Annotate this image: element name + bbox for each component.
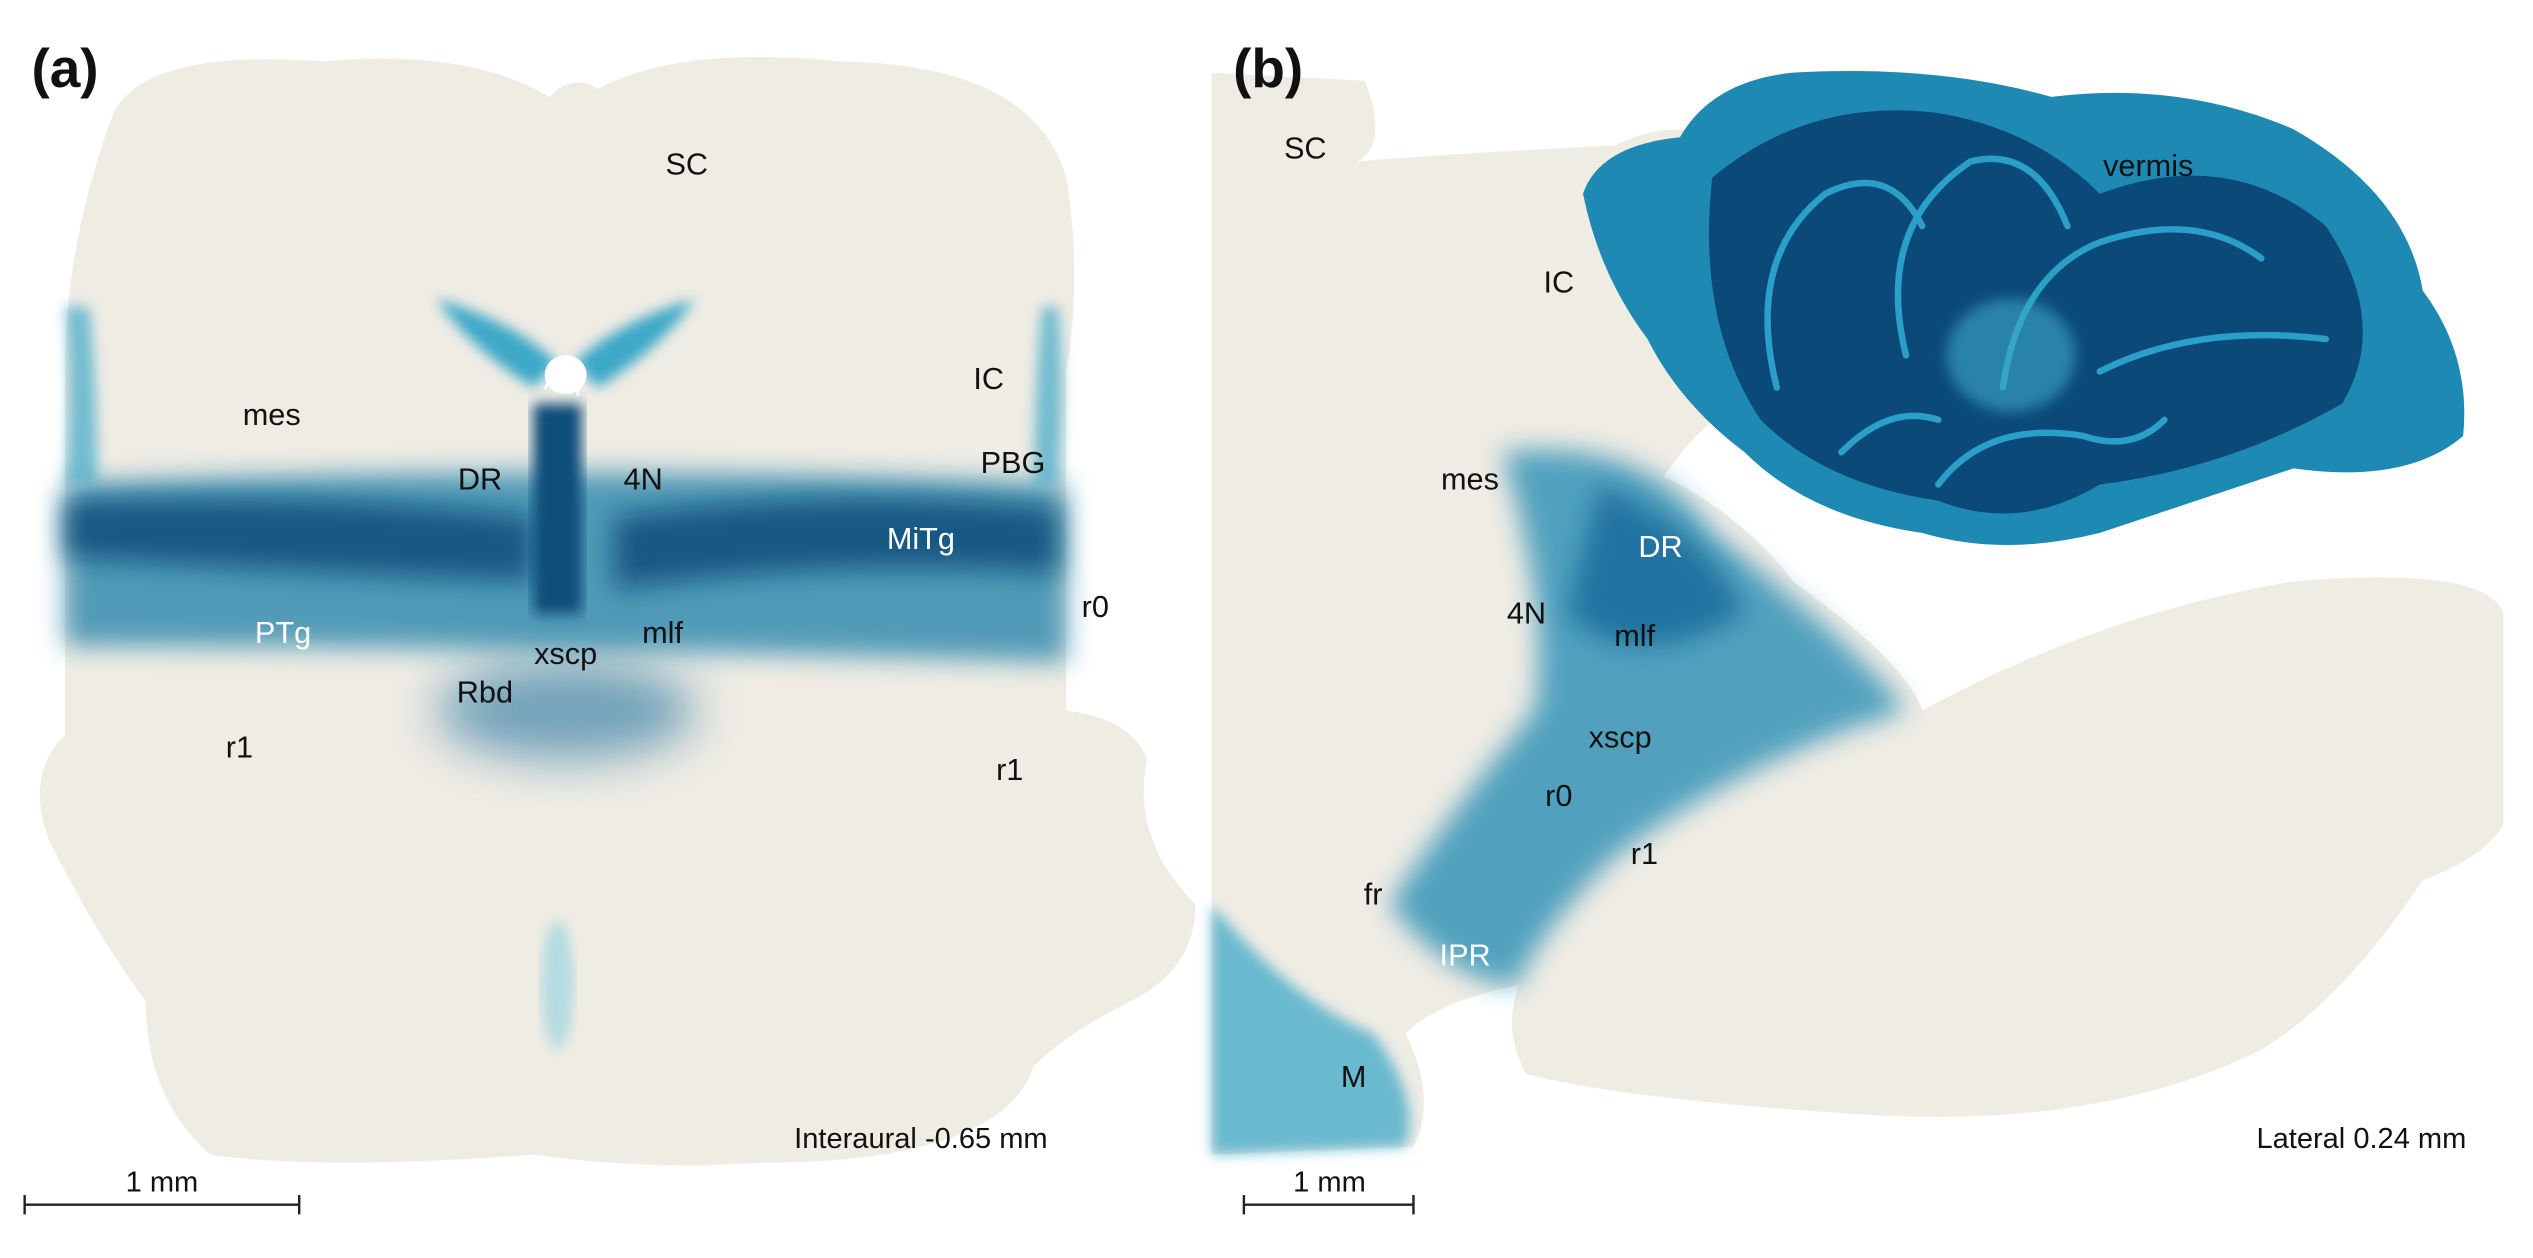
region-label: mes	[1441, 461, 1499, 496]
scale-bar-label: 1 mm	[126, 1166, 199, 1198]
region-label: vermis	[2103, 148, 2193, 183]
region-label: xscp	[534, 636, 597, 671]
section-a	[39, 57, 1196, 1166]
region-label: PTg	[255, 615, 311, 650]
panel-label: (b)	[1233, 37, 1303, 99]
region-label: r1	[226, 729, 253, 764]
section-b	[1211, 71, 2504, 1155]
scale-bars	[23, 1195, 1415, 1215]
region-label: Aq	[544, 361, 582, 396]
region-label: DR	[458, 461, 502, 496]
region-label: r0	[1545, 778, 1572, 813]
region-label: MiTg	[887, 521, 955, 556]
region-label: DR	[1638, 529, 1682, 564]
region-label: IPR	[1440, 938, 1491, 973]
region-label: IC	[973, 361, 1004, 396]
scale-bar-label: 1 mm	[1293, 1166, 1366, 1198]
region-label: 4N	[1507, 595, 1546, 630]
region-label: SC	[665, 146, 708, 181]
caption: Lateral 0.24 mm	[2256, 1123, 2466, 1155]
region-label: 4N	[624, 461, 663, 496]
caption: Interaural -0.65 mm	[794, 1123, 1047, 1155]
region-label: IC	[1543, 264, 1574, 299]
region-label: Rbd	[457, 675, 513, 710]
region-label: SC	[1284, 130, 1327, 165]
panel-label: (a)	[31, 37, 98, 99]
region-label: mlf	[642, 615, 683, 650]
region-label: r1	[996, 752, 1023, 787]
region-label: xscp	[1589, 720, 1652, 755]
region-label: mes	[243, 397, 301, 432]
region-label: fr	[1364, 876, 1383, 911]
region-label: M	[1341, 1059, 1367, 1094]
region-label: r1	[1631, 836, 1658, 871]
region-label: PBG	[981, 445, 1046, 480]
region-label: mlf	[1614, 618, 1655, 653]
region-label: r0	[1082, 589, 1109, 624]
